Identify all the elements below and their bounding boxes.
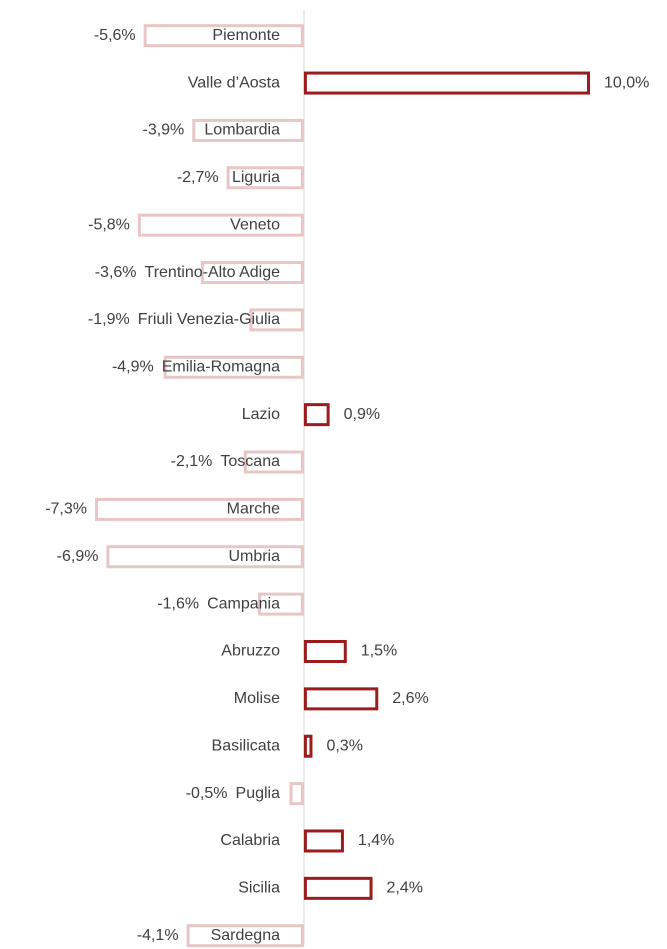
category-label: Friuli Venezia-Giulia xyxy=(138,311,280,328)
category-label: Lazio xyxy=(242,406,280,423)
value-label: 1,4% xyxy=(358,832,394,849)
bar xyxy=(143,24,304,48)
bar xyxy=(303,687,379,711)
value-label: -6,9% xyxy=(57,548,99,565)
bar xyxy=(243,450,304,474)
bar xyxy=(106,545,304,569)
bar xyxy=(303,639,347,663)
bar xyxy=(303,829,344,853)
bar xyxy=(303,734,313,758)
value-label: -1,9% xyxy=(88,311,130,328)
bar xyxy=(303,876,373,900)
category-label: Lombardia xyxy=(204,122,280,139)
value-label: -0,5% xyxy=(186,785,228,802)
bar xyxy=(289,782,304,806)
category-label: Sardegna xyxy=(211,927,280,944)
category-label: Campania xyxy=(207,595,280,612)
value-label: 1,5% xyxy=(361,643,397,660)
value-label: -7,3% xyxy=(45,501,87,518)
category-label: Piemonte xyxy=(212,27,280,44)
bar xyxy=(163,355,304,379)
category-label: Liguria xyxy=(232,169,280,186)
value-label: -2,7% xyxy=(177,169,219,186)
value-label: -3,9% xyxy=(142,122,184,139)
value-label: -3,6% xyxy=(95,264,137,281)
value-label: 0,3% xyxy=(326,737,362,754)
category-label: Umbria xyxy=(228,548,280,565)
value-label: 2,6% xyxy=(392,690,428,707)
bar xyxy=(200,261,304,285)
value-label: -1,6% xyxy=(157,595,199,612)
value-label: 0,9% xyxy=(344,406,380,423)
value-label: -4,9% xyxy=(112,358,154,375)
bar xyxy=(249,308,304,332)
category-label: Sicilia xyxy=(238,880,280,897)
value-label: -4,1% xyxy=(137,927,179,944)
bar xyxy=(303,71,590,95)
category-label: Trentino-Alto Adige xyxy=(145,264,281,281)
bar xyxy=(95,497,304,521)
category-label: Basilicata xyxy=(212,737,281,754)
value-label: 10,0% xyxy=(604,74,649,91)
category-label: Calabria xyxy=(220,832,280,849)
category-label: Marche xyxy=(227,501,280,518)
bar xyxy=(226,166,304,190)
bar xyxy=(137,213,304,237)
value-label: -2,1% xyxy=(171,453,213,470)
bar xyxy=(258,592,304,616)
value-label: -5,6% xyxy=(94,27,136,44)
category-label: Veneto xyxy=(230,216,280,233)
category-label: Toscana xyxy=(220,453,280,470)
value-label: 2,4% xyxy=(387,880,423,897)
category-label: Abruzzo xyxy=(221,643,280,660)
bar xyxy=(192,118,304,142)
value-label: -5,8% xyxy=(88,216,130,233)
bar xyxy=(186,924,304,948)
bar xyxy=(303,403,330,427)
category-label: Emilia-Romagna xyxy=(162,358,280,375)
category-label: Puglia xyxy=(236,785,281,802)
category-label: Valle d’Aosta xyxy=(188,74,280,91)
category-label: Molise xyxy=(234,690,280,707)
